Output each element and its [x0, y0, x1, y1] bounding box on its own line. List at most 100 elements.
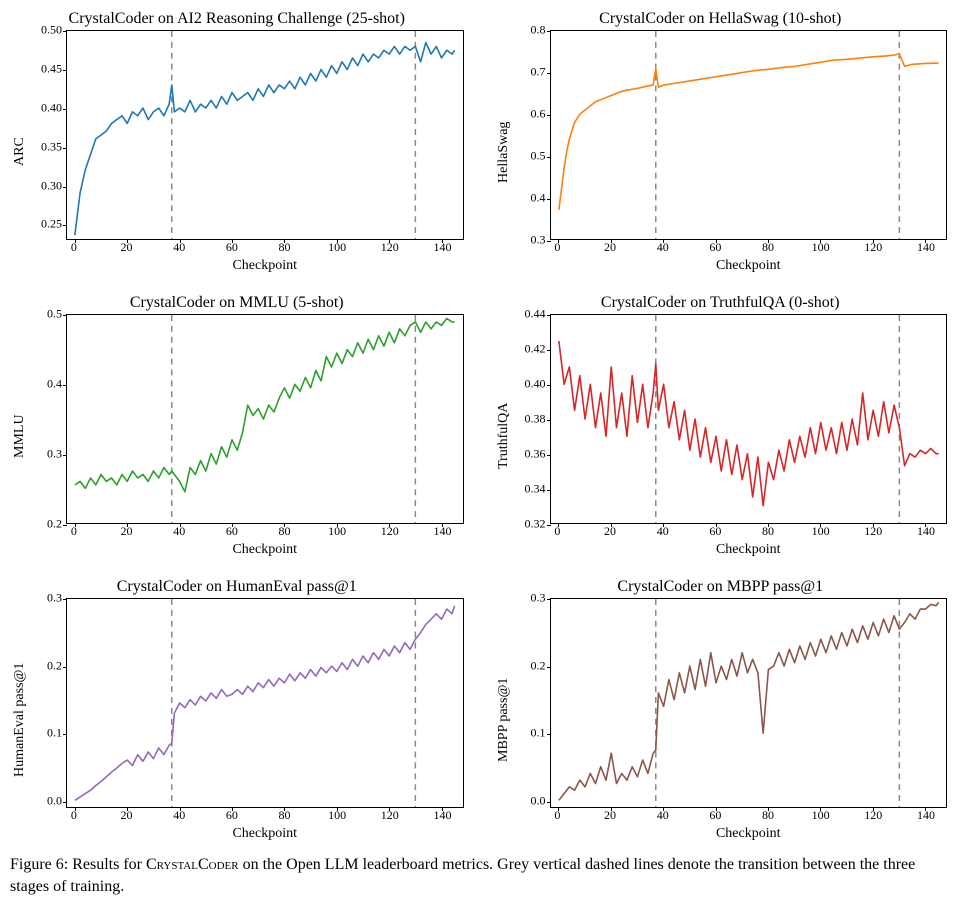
plot-column: 020406080100120140Checkpoint	[66, 30, 464, 274]
chart-panel-arc: CrystalCoder on AI2 Reasoning Challenge …	[10, 10, 464, 274]
y-tick-mark	[547, 199, 551, 200]
plot-wrap: ARC0.250.300.350.400.450.500204060801001…	[10, 30, 464, 274]
y-tick-mark	[547, 350, 551, 351]
y-tick-label: 0.1	[531, 726, 546, 741]
plot-wrap: HumanEval pass@10.00.10.20.3020406080100…	[10, 598, 464, 842]
y-tick-label: 0.50	[41, 23, 62, 38]
figure-caption: Figure 6: Results for CrystalCoder on th…	[10, 854, 947, 897]
y-tick-label: 0.0	[47, 794, 62, 809]
x-ticks: 020406080100120140	[66, 240, 464, 256]
x-tick-label: 40	[657, 240, 669, 255]
chart-grid: CrystalCoder on AI2 Reasoning Challenge …	[10, 10, 947, 842]
y-tick-mark	[547, 385, 551, 386]
chart-svg	[551, 31, 947, 239]
y-tick-mark	[63, 734, 67, 735]
x-tick-label: 100	[812, 808, 830, 823]
y-tick-mark	[547, 667, 551, 668]
y-ticks: 0.320.340.360.380.400.420.44	[514, 314, 550, 524]
y-tick-mark	[63, 31, 67, 32]
x-tick-label: 60	[709, 808, 721, 823]
x-tick-label: 40	[173, 808, 185, 823]
x-ticks: 020406080100120140	[66, 524, 464, 540]
y-tick-mark	[63, 315, 67, 316]
y-tick-label: 0.38	[525, 412, 546, 427]
y-tick-mark	[547, 73, 551, 74]
y-axis-label: HumanEval pass@1	[10, 598, 30, 842]
panel-title: CrystalCoder on AI2 Reasoning Challenge …	[10, 10, 464, 28]
y-tick-label: 0.40	[525, 377, 546, 392]
y-tick-mark	[547, 31, 551, 32]
y-tick-mark	[63, 667, 67, 668]
plot-column: 020406080100120140Checkpoint	[66, 598, 464, 842]
data-line	[558, 341, 938, 506]
x-ticks: 020406080100120140	[550, 808, 948, 824]
x-tick-label: 0	[554, 524, 560, 539]
x-tick-label: 20	[121, 240, 133, 255]
x-tick-label: 60	[226, 524, 238, 539]
y-tick-label: 0.7	[531, 65, 546, 80]
plot-column: 020406080100120140Checkpoint	[66, 314, 464, 558]
y-tick-label: 0.3	[47, 591, 62, 606]
x-tick-label: 80	[762, 524, 774, 539]
y-tick-mark	[547, 599, 551, 600]
chart-panel-hella: CrystalCoder on HellaSwag (10-shot)Hella…	[494, 10, 948, 274]
panel-title: CrystalCoder on MBPP pass@1	[494, 578, 948, 596]
y-tick-label: 0.1	[47, 726, 62, 741]
x-tick-label: 140	[433, 524, 451, 539]
y-tick-mark	[547, 115, 551, 116]
chart-svg	[551, 599, 947, 807]
x-tick-label: 100	[328, 808, 346, 823]
x-tick-label: 0	[554, 808, 560, 823]
y-tick-mark	[63, 70, 67, 71]
y-tick-mark	[547, 315, 551, 316]
x-tick-label: 20	[121, 808, 133, 823]
panel-title: CrystalCoder on HumanEval pass@1	[10, 578, 464, 596]
data-line	[75, 43, 455, 236]
chart-panel-mmlu: CrystalCoder on MMLU (5-shot)MMLU0.20.30…	[10, 294, 464, 558]
x-tick-label: 80	[278, 240, 290, 255]
x-tick-label: 60	[226, 240, 238, 255]
y-tick-mark	[63, 187, 67, 188]
y-tick-label: 0.45	[41, 61, 62, 76]
axes-area	[550, 314, 948, 524]
axes-area	[550, 30, 948, 240]
panel-title: CrystalCoder on HellaSwag (10-shot)	[494, 10, 948, 28]
x-tick-label: 0	[71, 524, 77, 539]
y-axis-label: TruthfulQA	[494, 314, 514, 558]
y-tick-mark	[63, 109, 67, 110]
x-axis-label: Checkpoint	[66, 542, 464, 558]
y-axis-label: MBPP pass@1	[494, 598, 514, 842]
x-tick-label: 80	[762, 808, 774, 823]
data-line	[75, 318, 455, 491]
x-tick-label: 100	[328, 524, 346, 539]
data-line	[558, 602, 938, 800]
chart-panel-truthful: CrystalCoder on TruthfulQA (0-shot)Truth…	[494, 294, 948, 558]
y-tick-label: 0.3	[47, 447, 62, 462]
x-tick-label: 20	[121, 524, 133, 539]
x-tick-label: 0	[71, 808, 77, 823]
axes-area	[550, 598, 948, 808]
x-tick-label: 100	[328, 240, 346, 255]
x-tick-label: 80	[762, 240, 774, 255]
x-axis-label: Checkpoint	[550, 542, 948, 558]
y-tick-label: 0.3	[531, 233, 546, 248]
y-tick-label: 0.36	[525, 447, 546, 462]
x-tick-label: 120	[864, 240, 882, 255]
chart-panel-mbpp: CrystalCoder on MBPP pass@1 MBPP pass@1 0.…	[494, 578, 948, 842]
plot-wrap: HellaSwag0.30.40.50.60.70.80204060801001…	[494, 30, 948, 274]
y-tick-label: 0.0	[531, 794, 546, 809]
caption-model-name: CrystalCoder	[146, 856, 239, 873]
y-tick-label: 0.8	[531, 23, 546, 38]
y-tick-mark	[547, 420, 551, 421]
x-tick-label: 140	[917, 240, 935, 255]
x-tick-label: 120	[864, 524, 882, 539]
y-axis-label: MMLU	[10, 314, 30, 558]
y-ticks: 0.20.30.40.5	[30, 314, 66, 524]
plot-column: 020406080100120140Checkpoint	[550, 598, 948, 842]
x-tick-label: 80	[278, 808, 290, 823]
x-tick-label: 100	[812, 240, 830, 255]
axes-area	[66, 598, 464, 808]
chart-svg	[67, 599, 463, 807]
y-ticks: 0.250.300.350.400.450.50	[30, 30, 66, 240]
y-tick-label: 0.40	[41, 100, 62, 115]
